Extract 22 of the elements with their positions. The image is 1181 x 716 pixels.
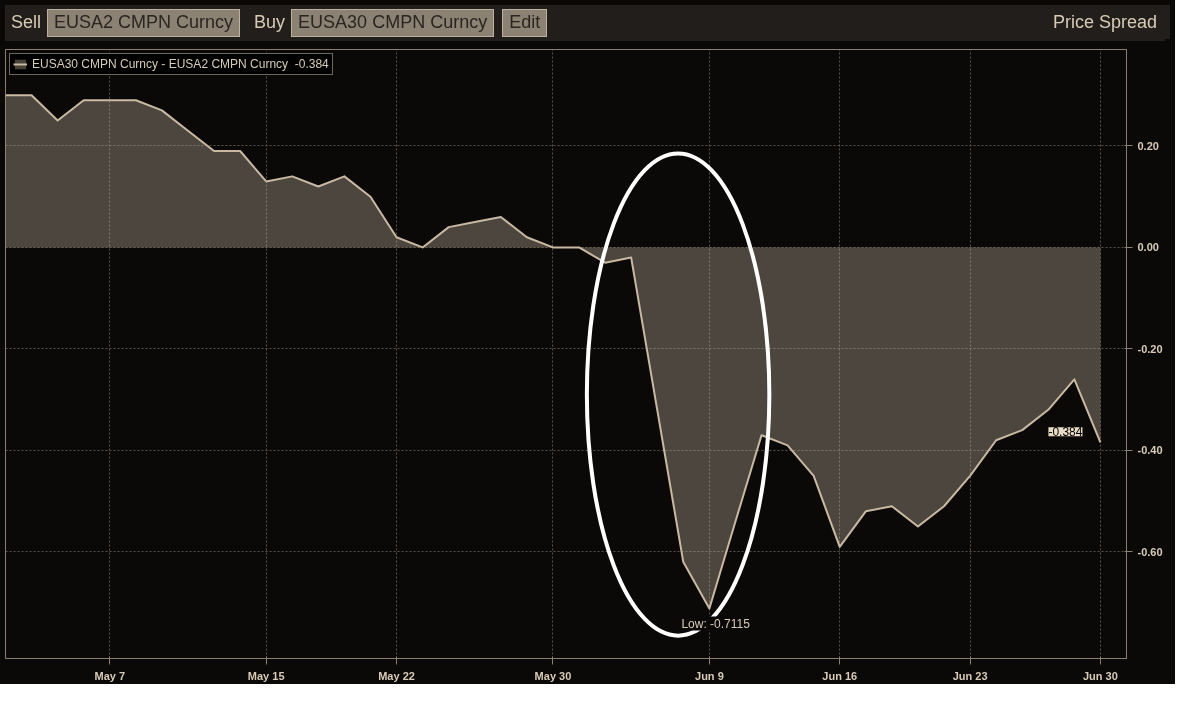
- x-tick-label: May 22: [378, 669, 415, 682]
- text: Edit: [502, 9, 548, 37]
- legend-label: EUSA30 CMPN Curncy - EUSA2 CMPN Curncy -0.384: [32, 57, 329, 71]
- text: EUSA2 CMPN Curncy: [47, 9, 241, 37]
- x-tick-label: May 7: [94, 669, 126, 682]
- y-tick-label: -0.20: [1137, 342, 1163, 355]
- text: Sell: [11, 11, 42, 34]
- annotation: Low: -0.7115: [681, 616, 751, 631]
- x-tick-label: Jun 30: [1083, 669, 1118, 682]
- y-tick-label: -0.40: [1137, 444, 1163, 457]
- x-tick-label: May 30: [534, 669, 572, 682]
- chart-title: Price Spread: [1052, 11, 1158, 34]
- annotation: -0.384: [1048, 425, 1083, 440]
- y-tick-label: 0.20: [1137, 139, 1159, 152]
- x-tick-label: Jun 9: [695, 669, 724, 682]
- x-tick-label: Jun 23: [952, 669, 988, 682]
- x-tick-label: May 15: [247, 669, 285, 682]
- y-tick-label: 0.00: [1137, 241, 1159, 254]
- y-tick-label: -0.60: [1137, 545, 1163, 558]
- x-tick-label: Jun 16: [822, 669, 858, 682]
- text: Buy: [254, 11, 286, 34]
- text: EUSA30 CMPN Curncy: [291, 9, 495, 37]
